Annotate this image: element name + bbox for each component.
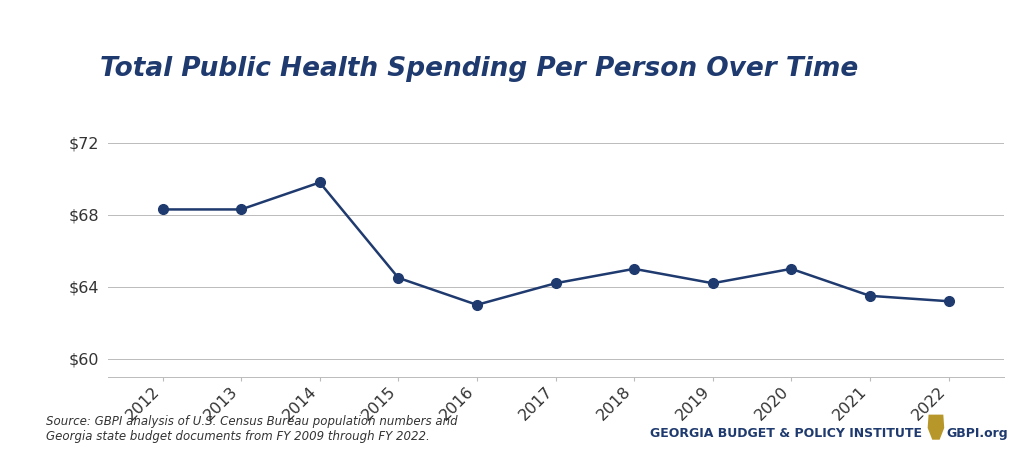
- Text: GBPI.org: GBPI.org: [946, 427, 1008, 440]
- Polygon shape: [928, 415, 944, 439]
- Text: Total Public Health Spending Per Person Over Time: Total Public Health Spending Per Person …: [99, 56, 858, 82]
- Text: Source: GBPI analysis of U.S. Census Bureau population numbers and
Georgia state: Source: GBPI analysis of U.S. Census Bur…: [46, 415, 458, 443]
- Text: GEORGIA BUDGET & POLICY INSTITUTE: GEORGIA BUDGET & POLICY INSTITUTE: [650, 427, 923, 440]
